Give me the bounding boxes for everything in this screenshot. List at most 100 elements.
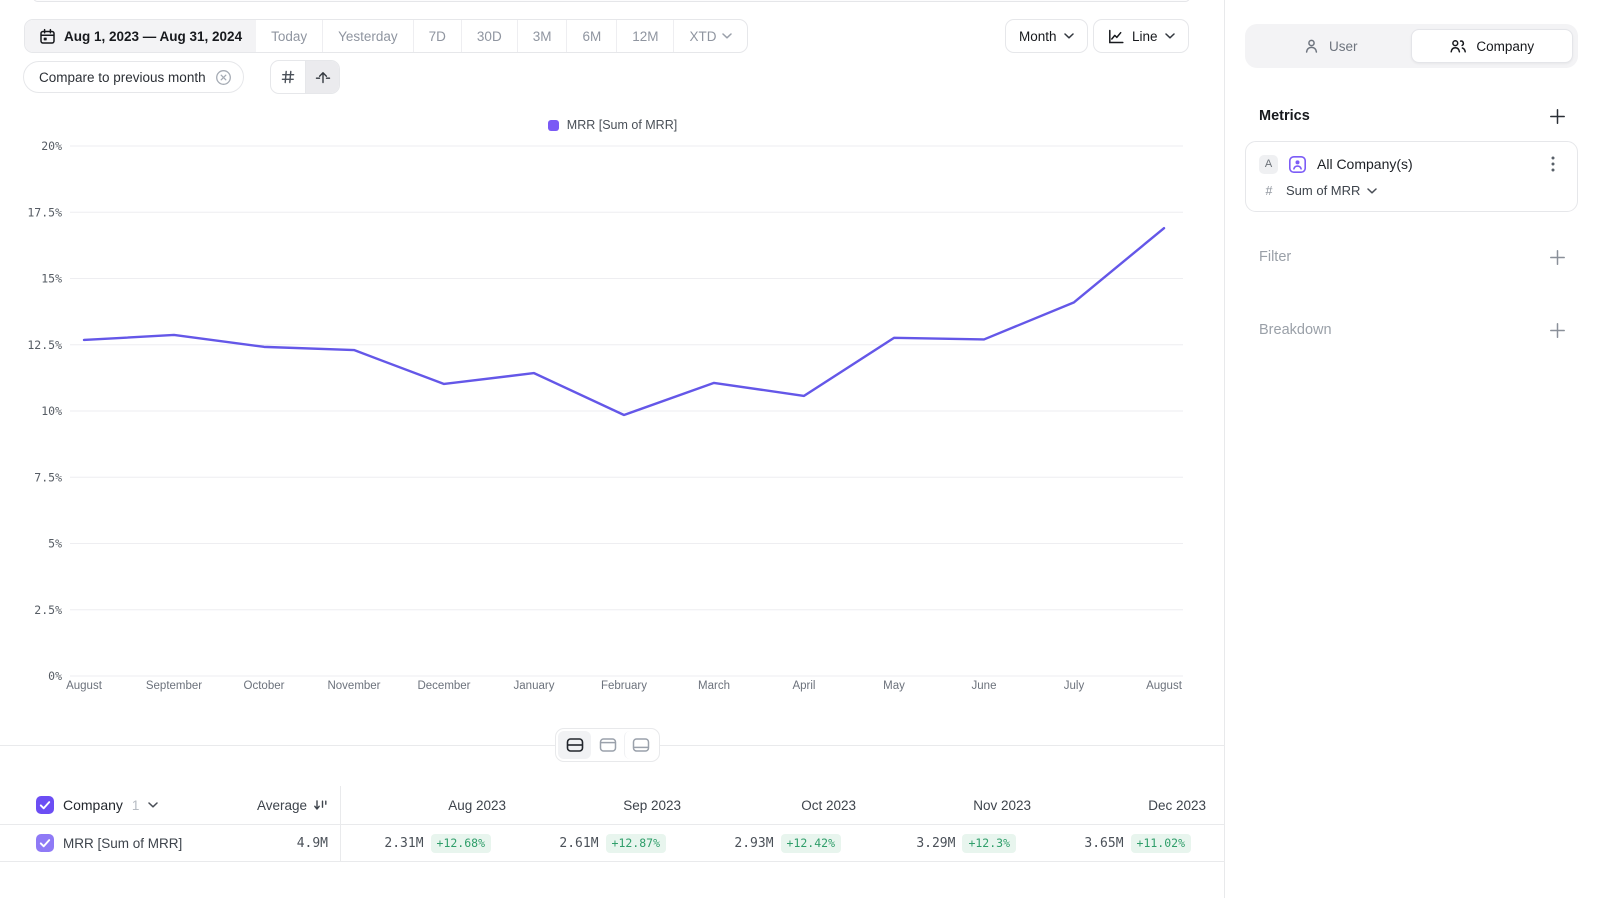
date-range-button[interactable]: Aug 1, 2023 — Aug 31, 2024 xyxy=(25,20,257,52)
close-circle-icon[interactable] xyxy=(215,69,232,86)
preset-30d[interactable]: 30D xyxy=(460,20,517,52)
layout-table-only-button[interactable] xyxy=(624,731,657,759)
y-tick-label: 7.5% xyxy=(34,470,62,484)
metric-card[interactable]: A All Company(s) # Sum of MRR xyxy=(1245,141,1578,212)
compare-label: Compare to previous month xyxy=(39,69,206,85)
y-tick-label: 15% xyxy=(41,272,62,286)
preset-6m[interactable]: 6M xyxy=(566,20,616,52)
entity-count: 1 xyxy=(131,797,140,813)
x-tick-label: April xyxy=(792,680,815,692)
y-tick-label: 5% xyxy=(48,537,62,551)
metric-name: All Company(s) xyxy=(1317,156,1413,172)
delta-badge: +12.87% xyxy=(605,833,666,853)
x-tick-label: July xyxy=(1064,680,1085,692)
view-mode-group xyxy=(270,60,340,94)
preset-3m[interactable]: 3M xyxy=(516,20,567,52)
card-top-edge xyxy=(33,0,1190,2)
entity-label[interactable]: Company xyxy=(63,797,123,813)
hash-icon: # xyxy=(1265,183,1273,198)
metric-cell: 3.29M +12.3% xyxy=(866,825,1041,861)
date-range-group: Aug 1, 2023 — Aug 31, 2024 Today Yesterda… xyxy=(24,19,749,53)
preset-yesterday[interactable]: Yesterday xyxy=(322,20,413,52)
cell-value: 2.31M xyxy=(384,835,424,851)
select-all-checkbox[interactable] xyxy=(36,796,54,814)
plus-icon xyxy=(1549,249,1566,266)
breakdown-section: Breakdown xyxy=(1259,320,1567,340)
add-breakdown-button[interactable] xyxy=(1547,320,1567,340)
metric-row-label: MRR [Sum of MRR] xyxy=(63,835,183,851)
add-metric-button[interactable] xyxy=(1547,106,1567,126)
delta-badge: +11.02% xyxy=(1130,833,1191,853)
layout-chart-only-button[interactable] xyxy=(591,731,624,759)
metric-cell: 2.93M +12.42% xyxy=(691,825,866,861)
filter-title: Filter xyxy=(1259,249,1292,265)
delta-badge: +12.3% xyxy=(962,833,1016,853)
y-tick-label: 10% xyxy=(41,404,62,418)
contact-card-icon xyxy=(1288,155,1307,174)
mrr-line-chart[interactable]: 20% 17.5% 15% 12.5% 10% 7.5% 5% 2.5% 0% August Sep… xyxy=(0,138,1225,704)
layout-toggle-group xyxy=(555,728,660,762)
users-icon xyxy=(1449,38,1467,55)
tab-user-label: User xyxy=(1328,38,1358,54)
x-tick-label: August xyxy=(1146,680,1183,692)
y-tick-label: 0% xyxy=(48,669,62,683)
entity-header-cell: Company 1 Average xyxy=(0,786,341,824)
x-tick-label: June xyxy=(972,680,997,692)
column-header[interactable]: Oct 2023 xyxy=(801,797,856,813)
layout-split-button[interactable] xyxy=(558,731,591,759)
column-header[interactable]: Aug 2023 xyxy=(448,797,506,813)
y-tick-label: 20% xyxy=(41,139,62,153)
layout-bottom-bar-icon xyxy=(632,737,650,753)
column-header[interactable]: Dec 2023 xyxy=(1148,797,1206,813)
entity-switcher: User Company xyxy=(1245,24,1578,68)
metric-label-cell: MRR [Sum of MRR] 4.9M xyxy=(0,825,341,861)
grid-view-button[interactable] xyxy=(271,61,305,93)
layout-split-icon xyxy=(566,737,584,753)
mrr-line-series[interactable] xyxy=(82,226,1166,417)
x-tick-label: September xyxy=(146,680,202,692)
tab-company[interactable]: Company xyxy=(1410,29,1573,63)
average-label[interactable]: Average xyxy=(256,797,307,813)
delta-badge: +12.68% xyxy=(430,833,491,853)
metric-cell: 2.61M +12.87% xyxy=(516,825,691,861)
granularity-button[interactable]: Month xyxy=(1005,19,1088,53)
preset-today[interactable]: Today xyxy=(256,20,322,52)
preset-12m[interactable]: 12M xyxy=(616,20,673,52)
aggregation-label: Sum of MRR xyxy=(1286,183,1361,198)
plus-icon xyxy=(1549,322,1566,339)
metric-menu-button[interactable] xyxy=(1543,154,1563,174)
row-checkbox[interactable] xyxy=(36,834,54,852)
grid-icon xyxy=(280,69,296,85)
metric-row: MRR [Sum of MRR] 4.9M 2.31M +12.68% 2.61M +… xyxy=(0,825,1225,862)
x-tick-label: October xyxy=(244,680,285,692)
x-tick-label: December xyxy=(417,680,470,692)
x-tick-label: November xyxy=(327,680,380,692)
line-chart-icon xyxy=(1107,28,1125,45)
aggregation-selector[interactable]: Sum of MRR xyxy=(1286,183,1378,198)
sort-icon[interactable] xyxy=(313,799,328,812)
filter-section: Filter xyxy=(1259,247,1567,267)
chevron-down-icon xyxy=(722,33,733,39)
metrics-title: Metrics xyxy=(1259,108,1310,124)
y-tick-label: 2.5% xyxy=(34,603,62,617)
preset-xtd[interactable]: XTD xyxy=(673,20,747,52)
tab-user[interactable]: User xyxy=(1250,29,1411,63)
metrics-header: Metrics xyxy=(1259,106,1567,126)
metric-cell: 2.31M +12.68% xyxy=(341,825,516,861)
chart-type-button[interactable]: Line xyxy=(1093,19,1189,53)
metric-series-badge: A xyxy=(1259,154,1278,174)
layout-top-bar-icon xyxy=(599,737,617,753)
add-filter-button[interactable] xyxy=(1547,247,1567,267)
legend-swatch xyxy=(547,119,559,131)
chevron-down-icon xyxy=(1063,33,1074,39)
compare-chip[interactable]: Compare to previous month xyxy=(23,61,244,93)
calendar-icon xyxy=(39,28,56,45)
chevron-down-icon[interactable] xyxy=(148,802,159,808)
export-up-button[interactable] xyxy=(305,61,339,93)
config-sidebar: User Company Metrics A xyxy=(1226,0,1600,898)
preset-7d[interactable]: 7D xyxy=(412,20,461,52)
column-header[interactable]: Nov 2023 xyxy=(973,797,1031,813)
cell-value: 3.65M xyxy=(1084,835,1124,851)
granularity-label: Month xyxy=(1019,28,1057,44)
column-header[interactable]: Sep 2023 xyxy=(623,797,681,813)
